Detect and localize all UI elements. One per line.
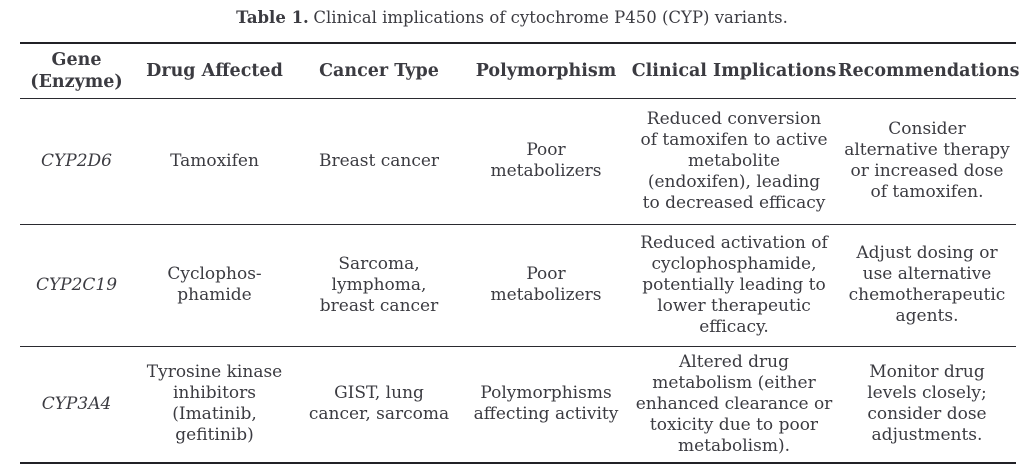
table-body: CYP2D6 Tamoxifen Breast cancer Poor meta… [20,98,1016,463]
drug-affected-cell: Tyrosine kinase inhibitors (Imatinib, ge… [146,362,283,446]
drug-affected-cell: Cyclophos- phamide [133,224,296,347]
column-header-drug-affected: Drug Affected [133,43,296,99]
gene-cell: CYP2C19 [20,224,133,347]
table-row-cyp3a4: CYP3A4 Tyrosine kinase inhibitors (Imati… [20,346,1016,463]
table-caption-label: Table 1. [236,8,309,27]
recommendations-cell: Monitor drug levels closely; consider do… [867,362,987,446]
table-row-cyp2d6: CYP2D6 Tamoxifen Breast cancer Poor meta… [20,98,1016,225]
column-header-polymorphism: Polymorphism [462,43,630,99]
header-row: Gene (Enzyme) Drug Affected Cancer Type … [20,43,1019,99]
gene-cell: CYP3A4 [41,393,112,414]
column-header-cancer-type: Cancer Type [296,43,462,99]
column-header-clinical-implications: Clinical Implications [630,43,838,99]
column-header-recommendations: Recommendations [838,43,1019,99]
column-header-gene-enzyme: Gene (Enzyme) [20,43,133,99]
polymorphism-cell: Polymorphisms affecting activity [473,383,619,425]
clinical-implications-cell: Reduced activation of cyclophosphamide, … [630,224,838,347]
table-header: Gene (Enzyme) Drug Affected Cancer Type … [20,43,1019,99]
clinical-implications-cell: Reduced conversion of tamoxifen to activ… [630,98,838,225]
cyp-variants-table: Gene (Enzyme) Drug Affected Cancer Type … [20,42,1019,464]
cancer-type-cell: GIST, lung cancer, sarcoma [308,383,450,425]
table-caption-text: Clinical implications of cytochrome P450… [313,8,788,27]
gene-cell: CYP2D6 [20,98,133,225]
polymorphism-cell: Poor metabolizers [462,98,630,225]
table-row-cyp2c19: CYP2C19 Cyclophos- phamide Sarcoma, lymp… [20,224,1016,347]
table-caption: Table 1. Clinical implications of cytochr… [0,7,1024,29]
cancer-type-cell: Sarcoma, lymphoma, breast cancer [296,224,462,347]
recommendations-cell: Adjust dosing or use alternative chemoth… [838,224,1016,347]
cancer-type-cell: Breast cancer [296,98,462,225]
drug-affected-cell: Tamoxifen [133,98,296,225]
recommendations-cell: Consider alternative therapy or increase… [838,98,1016,225]
polymorphism-cell: Poor metabolizers [462,224,630,347]
clinical-implications-cell: Altered drug metabolism (either enhanced… [635,351,833,456]
